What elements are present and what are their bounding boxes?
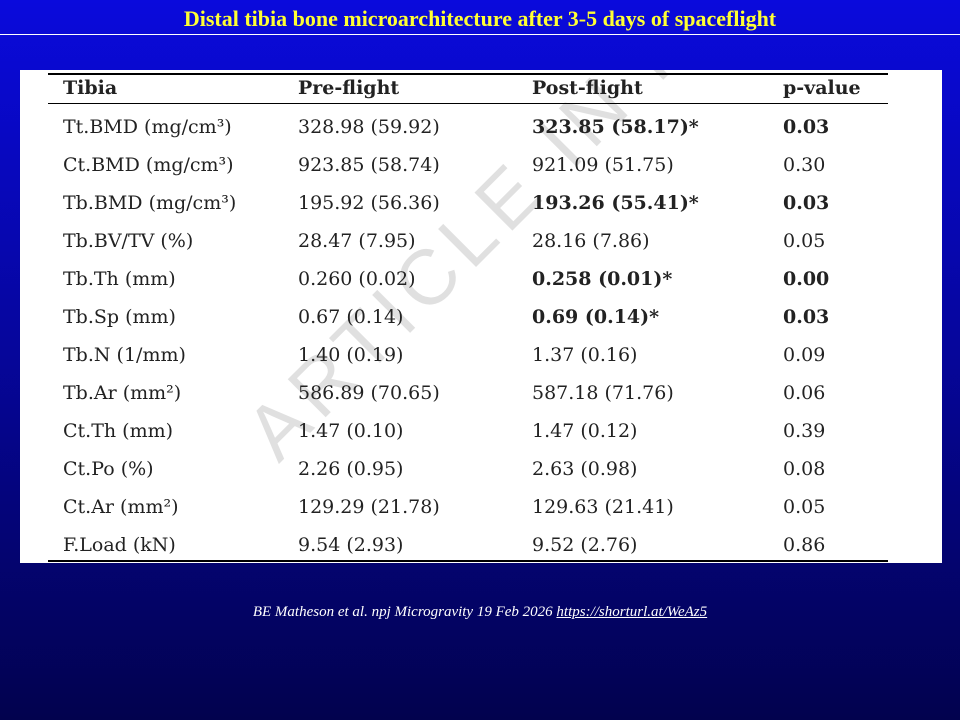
table-cell: 195.92 (56.36) bbox=[298, 192, 440, 214]
table-cell: 923.85 (58.74) bbox=[298, 154, 440, 176]
table-cell: 0.39 bbox=[783, 420, 826, 442]
table-cell: 0.86 bbox=[783, 534, 826, 556]
table-cell: 0.00 bbox=[783, 268, 830, 290]
table-cell: F.Load (kN) bbox=[63, 534, 176, 556]
table-cell: 1.47 (0.12) bbox=[532, 420, 638, 442]
table-card: ARTICLE IN PRESS Tibia Pre-flight Post-fli… bbox=[20, 70, 942, 563]
table-rule bbox=[48, 560, 888, 562]
table-cell: 0.03 bbox=[783, 306, 830, 328]
footer: BE Matheson et al. npj Microgravity 19 F… bbox=[0, 604, 960, 621]
table-cell: 2.63 (0.98) bbox=[532, 458, 638, 480]
table-cell: Tt.BMD (mg/cm³) bbox=[63, 116, 232, 138]
table-cell: Ct.Th (mm) bbox=[63, 420, 174, 442]
table-cell: 9.52 (2.76) bbox=[532, 534, 638, 556]
column-header: Post-flight bbox=[532, 77, 643, 99]
citation: BE Matheson et al. npj Microgravity 19 F… bbox=[252, 604, 553, 620]
table-rule bbox=[48, 103, 888, 104]
table-cell: 2.26 (0.95) bbox=[298, 458, 404, 480]
table-cell: 1.40 (0.19) bbox=[298, 344, 404, 366]
table-cell: Tb.Sp (mm) bbox=[63, 306, 176, 328]
table-cell: Tb.Th (mm) bbox=[63, 268, 176, 290]
table-rule bbox=[48, 73, 888, 75]
table-cell: 0.03 bbox=[783, 192, 830, 214]
link[interactable]: https://shorturl.at/WeAz5 bbox=[556, 604, 708, 620]
table-cell: 0.05 bbox=[783, 496, 826, 518]
column-header: Tibia bbox=[63, 77, 118, 99]
table-cell: 0.260 (0.02) bbox=[298, 268, 416, 290]
table-cell: 587.18 (71.76) bbox=[532, 382, 674, 404]
table-cell: Ct.BMD (mg/cm³) bbox=[63, 154, 234, 176]
table-cell: Ct.Ar (mm²) bbox=[63, 496, 179, 518]
table-cell: 0.03 bbox=[783, 116, 830, 138]
table-cell: 328.98 (59.92) bbox=[298, 116, 440, 138]
table-cell: 0.30 bbox=[783, 154, 826, 176]
table-cell: Ct.Po (%) bbox=[63, 458, 154, 480]
slide-title: Distal tibia bone microarchitecture afte… bbox=[183, 6, 777, 31]
table-cell: 0.258 (0.01)* bbox=[532, 268, 673, 290]
table-cell: 586.89 (70.65) bbox=[298, 382, 440, 404]
table-cell: 921.09 (51.75) bbox=[532, 154, 674, 176]
table-cell: Tb.Ar (mm²) bbox=[63, 382, 182, 404]
table-cell: 0.67 (0.14) bbox=[298, 306, 404, 328]
table-cell: 9.54 (2.93) bbox=[298, 534, 404, 556]
table-cell: 0.09 bbox=[783, 344, 826, 366]
column-header: p-value bbox=[783, 77, 861, 99]
table-cell: 0.08 bbox=[783, 458, 826, 480]
table-cell: 28.16 (7.86) bbox=[532, 230, 650, 252]
table-cell: 0.05 bbox=[783, 230, 826, 252]
table-cell: 323.85 (58.17)* bbox=[532, 116, 699, 138]
title-rule bbox=[0, 34, 960, 35]
table-cell: 129.29 (21.78) bbox=[298, 496, 440, 518]
table-cell: 0.06 bbox=[783, 382, 826, 404]
table-cell: 1.37 (0.16) bbox=[532, 344, 638, 366]
table-cell: 193.26 (55.41)* bbox=[532, 192, 699, 214]
table-cell: Tb.N (1/mm) bbox=[63, 344, 186, 366]
table-cell: 0.69 (0.14)* bbox=[532, 306, 660, 328]
table-cell: 1.47 (0.10) bbox=[298, 420, 404, 442]
table-cell: 28.47 (7.95) bbox=[298, 230, 416, 252]
table-cell: Tb.BV/TV (%) bbox=[63, 230, 194, 252]
table-cell: 129.63 (21.41) bbox=[532, 496, 674, 518]
column-header: Pre-flight bbox=[298, 77, 400, 99]
table-cell: Tb.BMD (mg/cm³) bbox=[63, 192, 237, 214]
